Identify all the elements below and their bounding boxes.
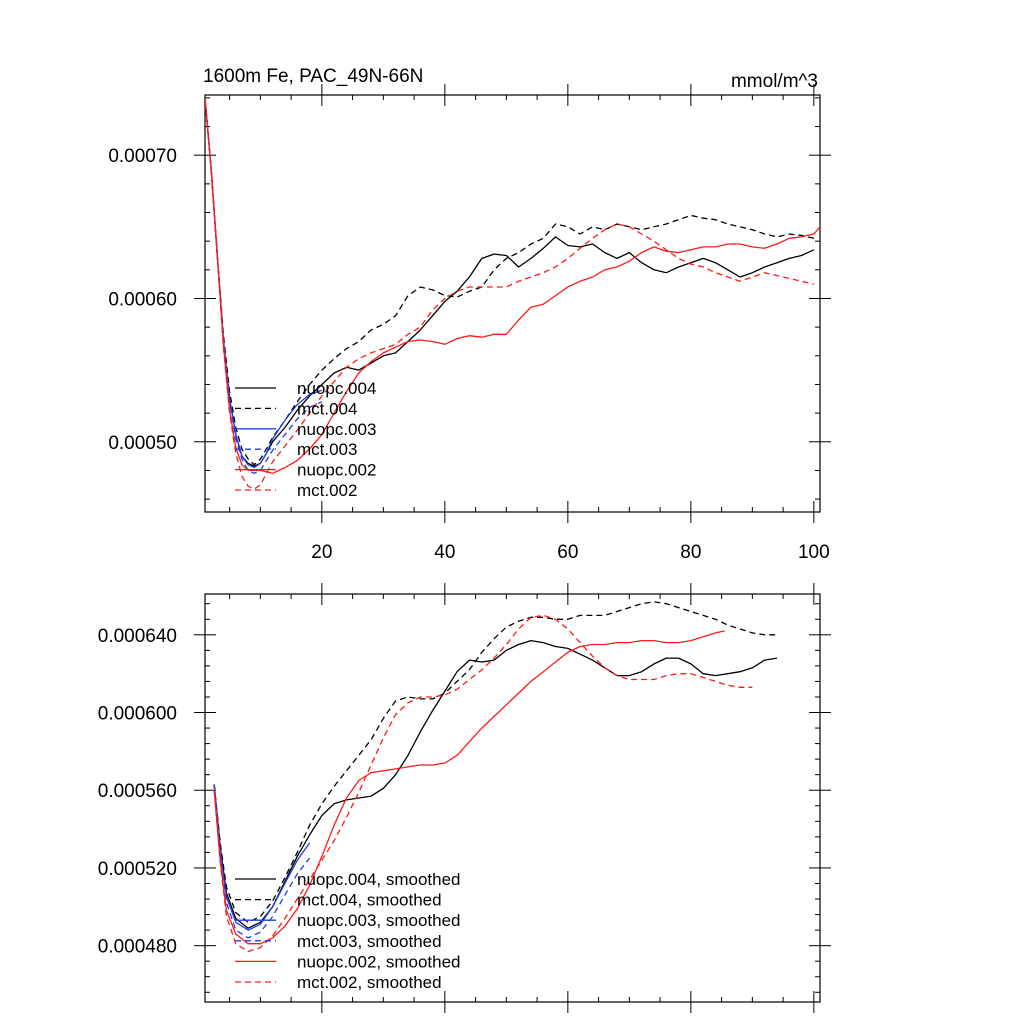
plot-frame xyxy=(204,593,821,1003)
series-line-mct-004-smoothed xyxy=(213,601,777,923)
legend-label-nuopc-002-smoothed: nuopc.002, smoothed xyxy=(297,952,461,971)
series-line-mct-002-smoothed xyxy=(213,614,753,953)
x-tick-label: 20 xyxy=(311,542,332,563)
legend-label-nuopc-003-smoothed: nuopc.003, smoothed xyxy=(297,911,461,930)
y-tick-label: 0.000560 xyxy=(98,781,177,802)
series-line-mct-002 xyxy=(205,97,815,490)
legend-label-mct-004: mct.004 xyxy=(297,399,357,418)
chart-title: 1600m Fe, PAC_49N-66N xyxy=(203,66,423,87)
units-label: mmol/m^3 xyxy=(731,71,818,92)
series-line-nuopc-004-smoothed xyxy=(213,639,778,929)
legend-label-nuopc-004: nuopc.004 xyxy=(297,379,376,398)
x-tick-label: 60 xyxy=(557,542,578,563)
legend-label-mct-002: mct.002 xyxy=(297,481,357,500)
legend-label-mct-003-smoothed: mct.003, smoothed xyxy=(297,932,442,951)
series-lines xyxy=(205,97,820,490)
y-tick-label: 0.000600 xyxy=(98,704,177,725)
x-tick-label: 80 xyxy=(680,542,701,563)
y-tick-label: 0.00050 xyxy=(108,433,177,454)
y-tick-label: 0.000520 xyxy=(98,859,177,880)
legend-label-mct-002-smoothed: mct.002, smoothed xyxy=(297,973,442,992)
y-tick-label: 0.00060 xyxy=(108,289,177,310)
series-lines xyxy=(213,601,778,953)
plot-frame xyxy=(204,94,821,513)
top-panel: 20 40 60 80 100 0.00050 0.00060 0.00070 1600m Fe… xyxy=(108,66,831,563)
y-tick-label: 0.00070 xyxy=(108,146,177,167)
y-tick-label: 0.000480 xyxy=(98,937,177,958)
legend-label-nuopc-002: nuopc.002 xyxy=(297,461,376,480)
series-line-nuopc-002-smoothed xyxy=(213,630,725,945)
series-line-nuopc-003-smoothed xyxy=(213,784,311,931)
legend-label-nuopc-003: nuopc.003 xyxy=(297,420,376,439)
x-tick-label: 100 xyxy=(798,542,830,563)
bottom-panel: 0.000480 0.000520 0.000560 0.000600 0.000640… xyxy=(98,583,831,1013)
y-tick-label: 0.000640 xyxy=(98,626,177,647)
series-line-mct-003-smoothed xyxy=(213,784,311,939)
series-line-nuopc-002 xyxy=(205,97,820,474)
legend-label-mct-003: mct.003 xyxy=(297,440,357,459)
series-line-mct-004 xyxy=(205,97,815,466)
x-tick-label: 40 xyxy=(434,542,455,563)
legend-label-mct-004-smoothed: mct.004, smoothed xyxy=(297,891,442,910)
legend-label-nuopc-004-smoothed: nuopc.004, smoothed xyxy=(297,870,461,889)
